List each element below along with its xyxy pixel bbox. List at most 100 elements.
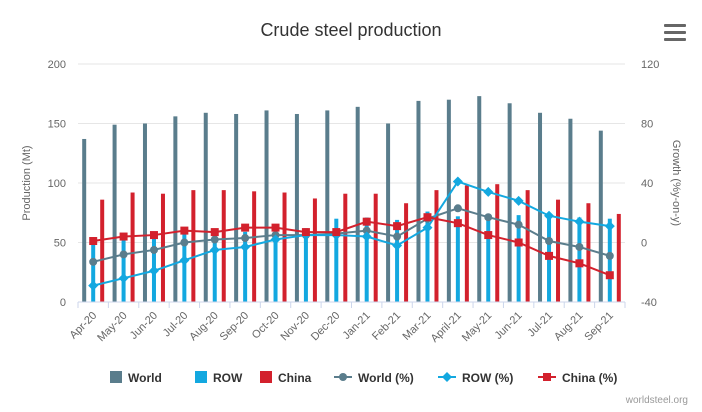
point-row[interactable]	[88, 280, 99, 291]
bar-china[interactable]	[495, 184, 500, 302]
bar-row[interactable]	[334, 218, 339, 302]
point-row[interactable]	[422, 222, 433, 233]
legend-item[interactable]: ROW (%)	[438, 371, 513, 385]
bar-world[interactable]	[416, 100, 421, 302]
bar-china[interactable]	[312, 198, 317, 302]
bar-china[interactable]	[586, 203, 591, 302]
bar-world[interactable]	[234, 113, 239, 302]
point-china[interactable]	[575, 259, 584, 268]
point-row[interactable]	[604, 221, 615, 232]
legend-item[interactable]: ROW	[195, 371, 243, 385]
point-world[interactable]	[484, 213, 493, 222]
point-world[interactable]	[241, 234, 250, 243]
bar-china[interactable]	[221, 190, 226, 302]
bar-row[interactable]	[425, 211, 430, 302]
bar-china[interactable]	[556, 199, 561, 302]
bar-world[interactable]	[355, 106, 360, 302]
bar-world[interactable]	[538, 112, 543, 302]
point-china[interactable]	[393, 222, 402, 231]
point-row[interactable]	[513, 195, 524, 206]
hamburger-menu-icon[interactable]	[664, 24, 686, 44]
point-row[interactable]	[574, 216, 585, 227]
point-world[interactable]	[545, 237, 554, 246]
point-world[interactable]	[575, 242, 584, 251]
bar-china[interactable]	[616, 213, 621, 302]
point-china[interactable]	[301, 228, 310, 237]
point-row[interactable]	[240, 241, 251, 252]
bar-row[interactable]	[303, 228, 308, 302]
bar-china[interactable]	[373, 193, 378, 302]
point-china[interactable]	[180, 226, 189, 235]
bar-world[interactable]	[386, 123, 391, 303]
point-world[interactable]	[605, 251, 614, 260]
bar-world[interactable]	[112, 124, 117, 302]
bar-row[interactable]	[516, 215, 521, 302]
legend-item[interactable]: China	[260, 371, 312, 385]
bar-world[interactable]	[82, 138, 87, 302]
bar-row[interactable]	[212, 232, 217, 302]
bar-row[interactable]	[364, 217, 369, 302]
bar-china[interactable]	[252, 191, 257, 302]
point-world[interactable]	[210, 235, 219, 244]
point-row[interactable]	[392, 240, 403, 251]
bar-world[interactable]	[264, 110, 269, 302]
bar-row[interactable]	[91, 241, 96, 302]
bar-china[interactable]	[343, 193, 348, 302]
point-row[interactable]	[544, 210, 555, 221]
bar-row[interactable]	[121, 235, 126, 302]
bar-row[interactable]	[455, 216, 460, 302]
credit-link[interactable]: worldsteel.org	[625, 395, 688, 406]
point-china[interactable]	[362, 217, 371, 226]
bar-row[interactable]	[243, 231, 248, 302]
bar-world[interactable]	[598, 130, 603, 302]
point-world[interactable]	[362, 226, 371, 235]
point-world[interactable]	[453, 204, 462, 213]
point-world[interactable]	[119, 250, 128, 259]
bar-world[interactable]	[173, 116, 178, 302]
point-china[interactable]	[453, 219, 462, 228]
bar-world[interactable]	[507, 103, 512, 303]
bar-row[interactable]	[395, 219, 400, 302]
bar-china[interactable]	[282, 192, 287, 302]
legend-item[interactable]: World	[110, 371, 162, 385]
point-row[interactable]	[118, 273, 129, 284]
bar-world[interactable]	[325, 110, 330, 302]
point-china[interactable]	[271, 223, 280, 232]
point-china[interactable]	[605, 271, 614, 280]
point-china[interactable]	[149, 231, 158, 240]
bar-china[interactable]	[130, 192, 135, 302]
bar-world[interactable]	[568, 118, 573, 303]
legend-item[interactable]: World (%)	[334, 371, 414, 385]
legend-item[interactable]: China (%)	[538, 371, 617, 385]
bar-row[interactable]	[607, 218, 612, 302]
point-row[interactable]	[361, 231, 372, 242]
bar-row[interactable]	[182, 232, 187, 302]
point-row[interactable]	[179, 255, 190, 266]
point-china[interactable]	[332, 228, 341, 237]
point-china[interactable]	[210, 228, 219, 237]
bar-china[interactable]	[434, 190, 439, 302]
bar-world[interactable]	[203, 112, 208, 302]
point-world[interactable]	[514, 220, 523, 229]
point-china[interactable]	[241, 223, 250, 232]
point-row[interactable]	[483, 186, 494, 197]
point-row[interactable]	[270, 234, 281, 245]
bar-world[interactable]	[446, 99, 451, 302]
point-china[interactable]	[119, 232, 128, 241]
point-china[interactable]	[89, 237, 98, 246]
point-world[interactable]	[89, 257, 98, 266]
point-row[interactable]	[209, 244, 220, 255]
bar-world[interactable]	[294, 113, 299, 302]
bar-china[interactable]	[191, 190, 196, 302]
bar-china[interactable]	[100, 199, 105, 302]
point-row[interactable]	[148, 265, 159, 276]
bar-china[interactable]	[404, 203, 409, 302]
point-world[interactable]	[393, 232, 402, 241]
point-world[interactable]	[149, 245, 158, 254]
point-china[interactable]	[514, 238, 523, 247]
legend[interactable]: World ROW China World (%) ROW (%) China (%)	[110, 371, 617, 385]
point-china[interactable]	[545, 251, 554, 260]
point-world[interactable]	[180, 238, 189, 247]
point-china[interactable]	[484, 231, 493, 240]
point-china[interactable]	[423, 213, 432, 222]
